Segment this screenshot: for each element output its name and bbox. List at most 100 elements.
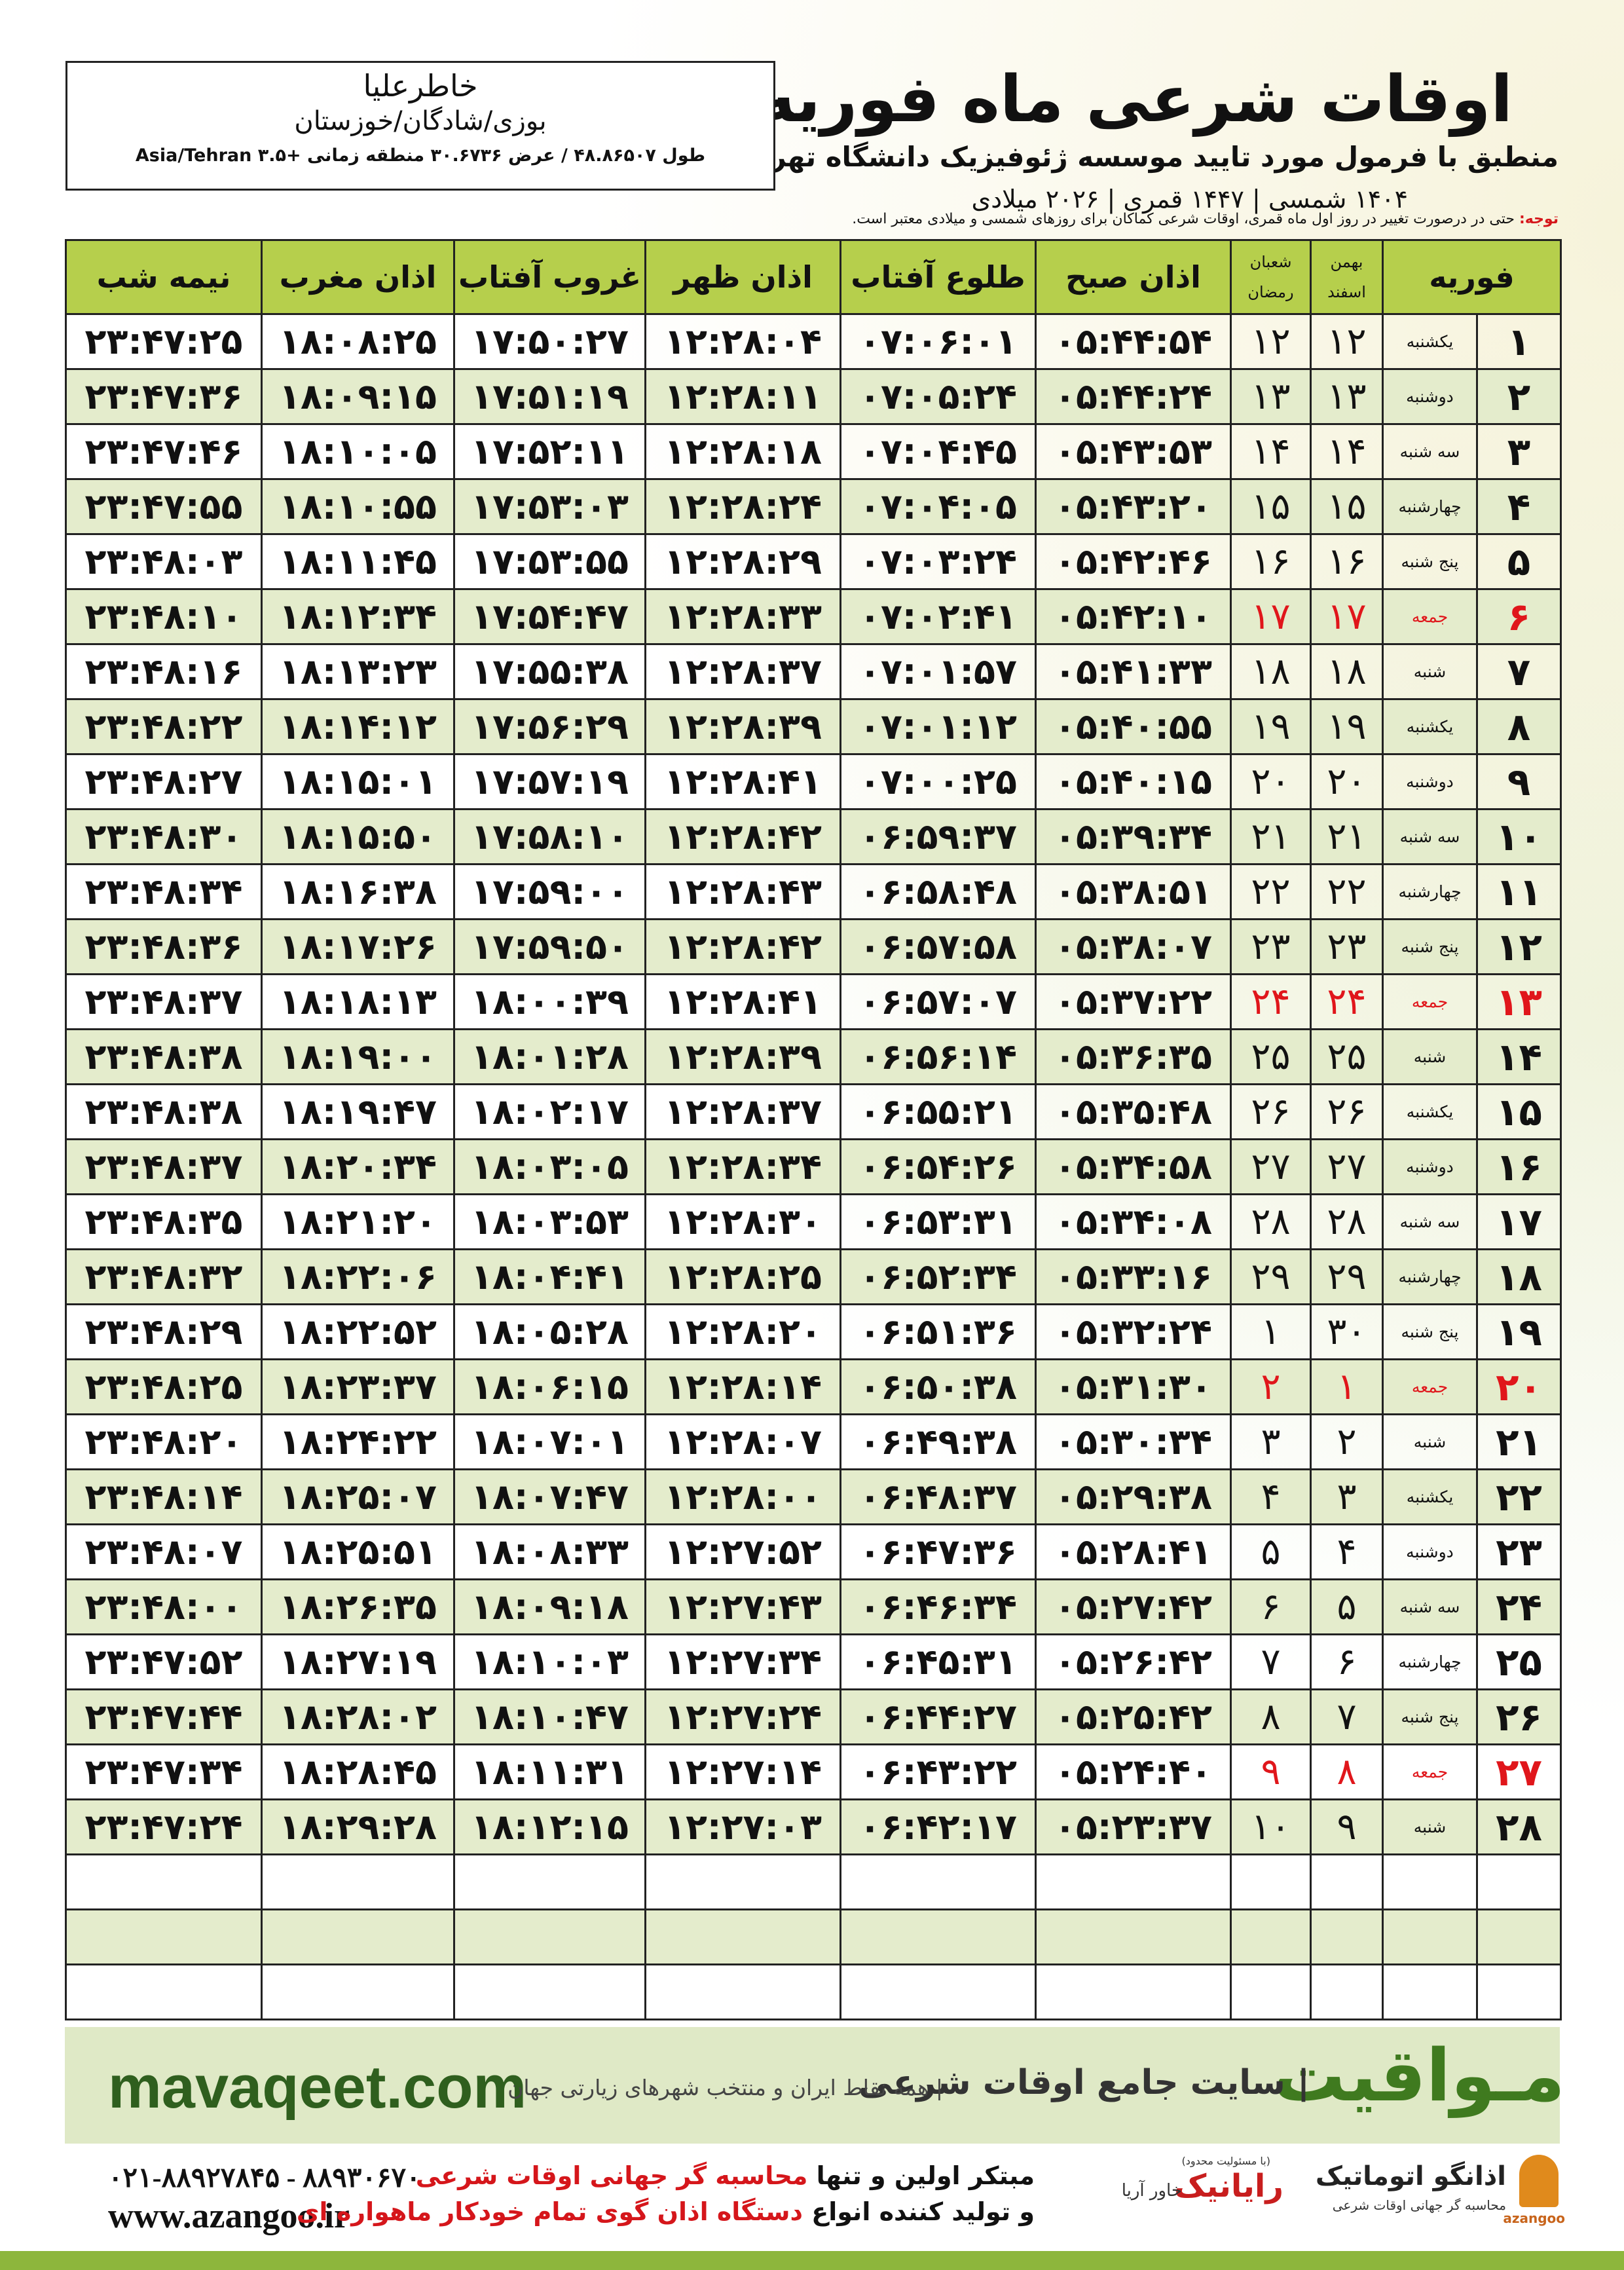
table-cell: ۱۸:۱۸:۱۳ [261, 973, 455, 1030]
table-row: ۲۸ شنبه ۹ ۱۰ ۰۵:۲۳:۳۷ ۰۶:۴۲:۱۷ ۱۲:۲۷:۰۳ ۱۸:۱۲:۱… [65, 1798, 1562, 1855]
table-cell: ۰۶:۴۶:۳۴ [840, 1578, 1037, 1635]
header-cell: اذان مغرب [261, 239, 455, 315]
table-cell: ۱ [1230, 1303, 1312, 1360]
header-line: شعبان [1249, 253, 1292, 271]
header-line: اسفند [1327, 283, 1366, 301]
table-cell: ۱۸:۲۵:۵۱ [261, 1523, 455, 1580]
table-cell: ۱۸:۲۱:۲۰ [261, 1193, 455, 1250]
table-cell: ۱۲:۲۸:۴۲ [644, 808, 841, 865]
table-cell: ۱۸:۰۸:۲۵ [261, 313, 455, 370]
table-cell: ۶ [1230, 1578, 1312, 1635]
table-cell: ۱۸:۱۰:۰۵ [261, 423, 455, 480]
table-cell: ۰۶:۵۶:۱۴ [840, 1028, 1037, 1085]
location-box: خاطرعلیا بوزی/شادگان/خوزستان طول ۴۸.۸۶۵۰… [65, 61, 775, 191]
table-cell: ۸ [1310, 1743, 1384, 1800]
table-cell: ۰۵:۴۲:۴۶ [1035, 533, 1232, 590]
table-cell: ۱۲:۲۷:۳۴ [644, 1633, 841, 1690]
location-region: بوزی/شادگان/خوزستان [294, 106, 547, 136]
promo-text: دستگاه اذان گوی تمام خودکار ماهواره ای [296, 2197, 803, 2226]
empty-cell [840, 1963, 1037, 2020]
table-cell: ۸ [1476, 698, 1562, 755]
table-cell: ۱۷:۵۸:۱۰ [453, 808, 646, 865]
table-cell: شنبه [1382, 1028, 1478, 1085]
table-cell: ۲۵ [1310, 1028, 1384, 1085]
table-cell: ۱۸:۰۹:۱۵ [261, 368, 455, 425]
table-cell: ۰۷:۰۳:۲۴ [840, 533, 1037, 590]
table-row: ۲۴ سه شنبه ۵ ۶ ۰۵:۲۷:۴۲ ۰۶:۴۶:۳۴ ۱۲:۲۷:۴۳ ۱۸:۰۹… [65, 1578, 1562, 1635]
table-cell: ۰۶:۴۸:۳۷ [840, 1468, 1037, 1525]
table-cell: ۰۷:۰۱:۵۷ [840, 643, 1037, 700]
table-cell: ۰۵:۴۳:۲۰ [1035, 478, 1232, 535]
table-cell: ۱۸:۱۲:۳۴ [261, 588, 455, 645]
table-cell: ۰۵:۳۸:۰۷ [1035, 918, 1232, 975]
table-cell: ۱۸:۱۰:۴۷ [453, 1688, 646, 1745]
table-cell: ۲۲ [1476, 1468, 1562, 1525]
table-cell: ۰۵:۴۰:۵۵ [1035, 698, 1232, 755]
table-cell: ۵ [1310, 1578, 1384, 1635]
table-cell: ۱۲:۲۸:۳۳ [644, 588, 841, 645]
table-cell: ۲۳:۴۸:۱۴ [65, 1468, 263, 1525]
table-cell: ۹ [1476, 753, 1562, 810]
location-name: خاطرعلیا [363, 68, 478, 103]
table-cell: ۴ [1310, 1523, 1384, 1580]
logo-note: (با مسئولیت محدود) [1181, 2155, 1270, 2167]
table-cell: ۱ [1310, 1358, 1384, 1415]
table-cell: ۲۷ [1230, 1138, 1312, 1195]
empty-cell [840, 1908, 1037, 1965]
table-cell: ۰۵:۳۱:۳۰ [1035, 1358, 1232, 1415]
table-cell: ۲۸ [1310, 1193, 1384, 1250]
table-cell: ۰۶:۵۳:۳۱ [840, 1193, 1037, 1250]
table-cell: جمعه [1382, 973, 1478, 1030]
table-cell: ۱۸:۰۴:۴۱ [453, 1248, 646, 1305]
empty-cell [1382, 1853, 1478, 1910]
table-cell: ۱۸:۱۵:۵۰ [261, 808, 455, 865]
table-cell: ۰۵:۲۸:۴۱ [1035, 1523, 1232, 1580]
table-cell: ۲۳:۴۷:۵۲ [65, 1633, 263, 1690]
site-url: mavaqeet.com [108, 2054, 527, 2121]
table-cell: جمعه [1382, 1743, 1478, 1800]
table-cell: ۲۷ [1310, 1138, 1384, 1195]
table-cell: پنج شنبه [1382, 1688, 1478, 1745]
table-cell: ۲۳:۴۸:۳۴ [65, 863, 263, 920]
table-cell: ۲۳:۴۸:۱۶ [65, 643, 263, 700]
table-cell: ۲۳ [1476, 1523, 1562, 1580]
table-cell: ۰۵:۲۴:۴۰ [1035, 1743, 1232, 1800]
table-cell: ۱۵ [1476, 1083, 1562, 1140]
table-cell: چهارشنبه [1382, 1633, 1478, 1690]
table-cell: ۱۲:۲۸:۲۴ [644, 478, 841, 535]
table-cell: ۲۳:۴۷:۵۵ [65, 478, 263, 535]
table-cell: ۱۹ [1230, 698, 1312, 755]
table-cell: ۱۸:۰۵:۲۸ [453, 1303, 646, 1360]
table-cell: شنبه [1382, 1798, 1478, 1855]
table-cell: ۲۸ [1476, 1798, 1562, 1855]
table-cell: ۱۸:۲۵:۰۷ [261, 1468, 455, 1525]
table-cell: ۰۵:۴۳:۵۳ [1035, 423, 1232, 480]
table-cell: ۱۸:۰۷:۴۷ [453, 1468, 646, 1525]
footer-band [65, 2027, 1560, 2144]
table-cell: ۱۷:۵۳:۰۳ [453, 478, 646, 535]
table-cell: ۲۳:۴۷:۳۴ [65, 1743, 263, 1800]
table-cell: ۱۸:۱۱:۳۱ [453, 1743, 646, 1800]
empty-cell [453, 1908, 646, 1965]
table-body: ۱ یکشنبه ۱۲ ۱۲ ۰۵:۴۴:۵۴ ۰۷:۰۶:۰۱ ۱۲:۲۸:۰۴ ۱۷:۵۰… [65, 313, 1562, 2020]
table-cell: ۱۷:۵۰:۲۷ [453, 313, 646, 370]
table-cell: ۲۳:۴۸:۲۷ [65, 753, 263, 810]
table-cell: ۱۲:۲۸:۳۷ [644, 643, 841, 700]
subtitle: منطبق با فرمول مورد تایید موسسه ژئوفیزیک… [737, 141, 1559, 173]
table-cell: ۱۸:۰۷:۰۱ [453, 1413, 646, 1470]
table-row: ۱۸ چهارشنبه ۲۹ ۲۹ ۰۵:۳۳:۱۶ ۰۶:۵۲:۳۴ ۱۲:۲۸:۲۵ ۱۸… [65, 1248, 1562, 1305]
table-row: ۱۱ چهارشنبه ۲۲ ۲۲ ۰۵:۳۸:۵۱ ۰۶:۵۸:۴۸ ۱۲:۲۸:۴۳ ۱۷… [65, 863, 1562, 920]
table-cell: ۰۶:۵۱:۳۶ [840, 1303, 1037, 1360]
table-cell: ۱۷:۵۵:۳۸ [453, 643, 646, 700]
table-row: ۲۰ جمعه ۱ ۲ ۰۵:۳۱:۳۰ ۰۶:۵۰:۳۸ ۱۲:۲۸:۱۴ ۱۸:۰۶:۱۵… [65, 1358, 1562, 1415]
note-label: توجه: [1519, 211, 1559, 227]
table-row: ۱۲ پنج شنبه ۲۳ ۲۳ ۰۵:۳۸:۰۷ ۰۶:۵۷:۵۸ ۱۲:۲۸:۴۲ ۱۷… [65, 918, 1562, 975]
empty-cell [1230, 1853, 1312, 1910]
table-cell: ۰۷:۰۲:۴۱ [840, 588, 1037, 645]
table-cell: ۳ [1476, 423, 1562, 480]
table-cell: ۲ [1476, 368, 1562, 425]
table-cell: ۰۶:۵۰:۳۸ [840, 1358, 1037, 1415]
table-cell: ۱۸:۰۶:۱۵ [453, 1358, 646, 1415]
table-cell: سه شنبه [1382, 423, 1478, 480]
